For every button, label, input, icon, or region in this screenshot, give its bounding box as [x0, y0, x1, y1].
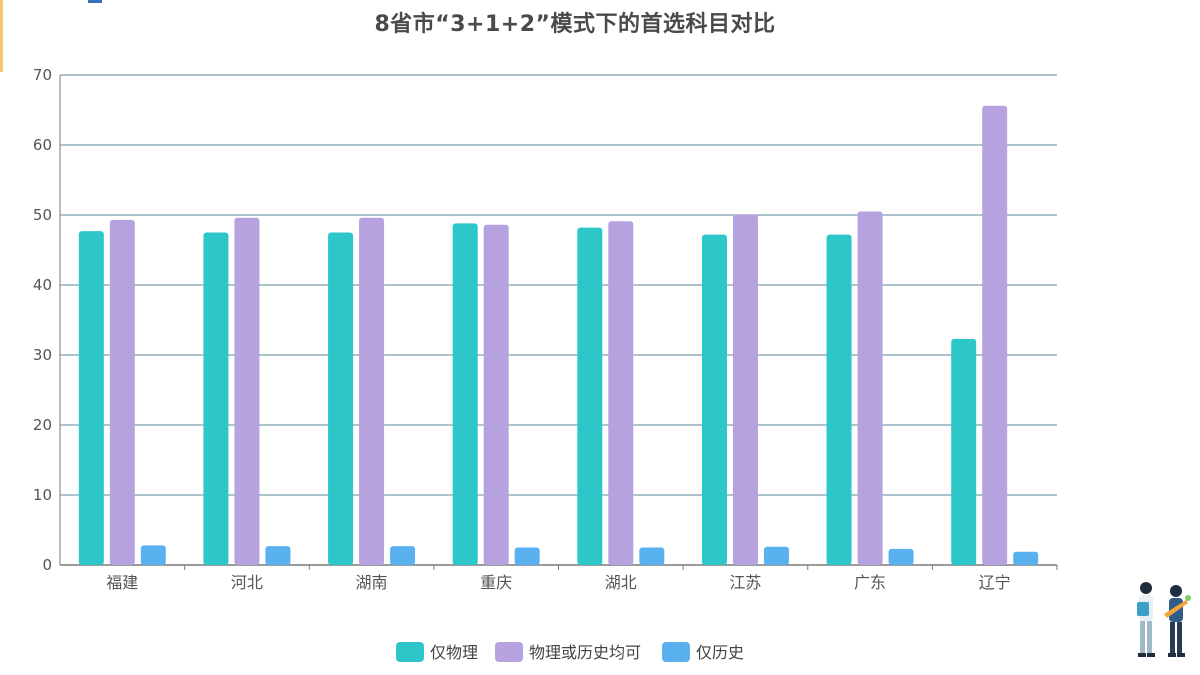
bar-3 — [763, 546, 789, 565]
bar-2 — [234, 217, 260, 566]
x-tick-label: 福建 — [106, 573, 138, 592]
y-tick-label: 70 — [33, 66, 52, 84]
bar-1 — [577, 227, 603, 565]
legend-label: 物理或历史均可 — [529, 643, 641, 662]
bar-1 — [951, 338, 977, 565]
y-tick-label: 30 — [33, 346, 52, 364]
bar-2 — [857, 211, 883, 565]
corner-tab-mark — [88, 0, 102, 3]
bar-3 — [514, 547, 540, 565]
bar-2 — [732, 214, 758, 566]
x-tick-label: 辽宁 — [979, 573, 1011, 592]
x-tick-label: 江苏 — [729, 573, 761, 592]
bar-1 — [203, 232, 229, 565]
x-tick-label: 广东 — [854, 573, 886, 592]
y-tick-label: 50 — [33, 206, 52, 224]
bar-3 — [1013, 551, 1039, 565]
y-tick-label: 60 — [33, 136, 52, 154]
bar-3 — [639, 547, 665, 565]
bar-2 — [608, 221, 634, 566]
x-tick-label: 重庆 — [480, 573, 512, 592]
bar-1 — [452, 223, 478, 565]
legend-label: 仅历史 — [696, 643, 744, 662]
y-tick-label: 20 — [33, 416, 52, 434]
bar-3 — [888, 548, 914, 565]
chart-title: 8省市“3+1+2”模式下的首选科目对比 — [374, 12, 776, 37]
x-tick-label: 湖北 — [605, 573, 637, 592]
y-tick-label: 0 — [42, 556, 52, 574]
y-tick-label: 40 — [33, 276, 52, 294]
bar-3 — [140, 545, 166, 565]
x-tick-label: 湖南 — [356, 573, 388, 592]
corner-accent-bar — [0, 0, 3, 72]
people-illustration-icon — [1137, 582, 1191, 657]
legend-swatch — [396, 642, 424, 662]
bar-2 — [109, 219, 135, 565]
legend-swatch — [495, 642, 523, 662]
bar-2 — [982, 105, 1008, 566]
legend-label: 仅物理 — [430, 643, 478, 662]
bar-1 — [826, 234, 852, 565]
legend-swatch — [662, 642, 690, 662]
bar-2 — [359, 217, 385, 566]
bar-1 — [328, 232, 354, 565]
bar-1 — [78, 231, 104, 565]
bar-3 — [390, 546, 416, 565]
bar-2 — [483, 224, 509, 566]
bar-3 — [265, 546, 291, 565]
x-tick-label: 河北 — [231, 573, 263, 592]
y-tick-label: 10 — [33, 486, 52, 504]
bar-1 — [701, 234, 727, 565]
